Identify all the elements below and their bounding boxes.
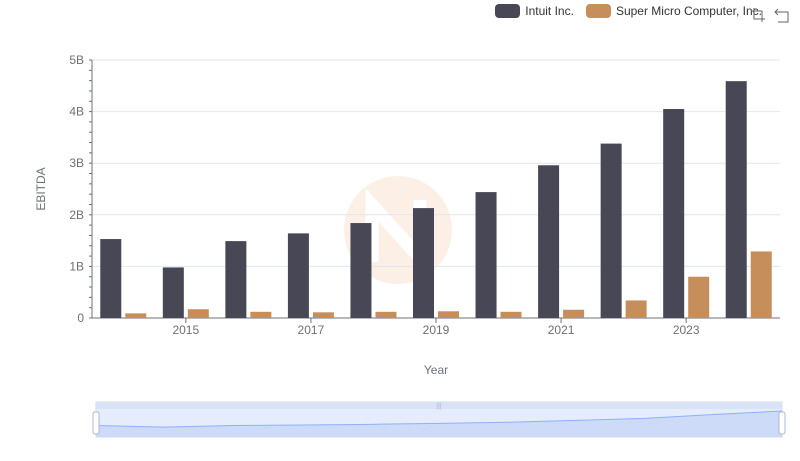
y-tick-label: 3B	[69, 156, 84, 170]
bar-intuit	[725, 81, 747, 318]
bar-supermicro	[375, 311, 397, 318]
y-tick-label: 5B	[69, 53, 84, 67]
restore-icon[interactable]	[774, 7, 790, 23]
x-axis-title: Year	[424, 363, 448, 377]
x-tick-label: 2017	[298, 323, 325, 337]
x-tick-label: 2021	[548, 323, 575, 337]
toolbox	[750, 7, 790, 23]
bar-supermicro	[312, 312, 334, 318]
legend-swatch-supermicro	[585, 4, 611, 18]
bar-supermicro	[187, 309, 209, 318]
bar-supermicro	[563, 309, 585, 318]
bar-intuit	[413, 208, 434, 318]
bar-supermicro	[125, 313, 147, 318]
x-tick-label: 2015	[172, 323, 199, 337]
y-tick-label: 1B	[69, 259, 84, 273]
y-tick-label: 4B	[69, 105, 84, 119]
legend: Intuit Inc. Super Micro Computer, Inc.	[495, 4, 762, 18]
bar-intuit	[287, 233, 309, 318]
x-tick-label: 2023	[673, 323, 700, 337]
x-tick-label: 2019	[423, 323, 450, 337]
bar-intuit	[162, 267, 184, 318]
bar-supermicro	[750, 251, 772, 318]
bar-intuit	[538, 165, 560, 318]
bar-intuit	[100, 239, 122, 318]
y-axis-title: EBITDA	[34, 167, 48, 210]
datazoom-preview-area	[96, 411, 782, 437]
datazoom-preview-line	[95, 410, 783, 428]
bar-supermicro	[625, 300, 647, 318]
legend-label-intuit: Intuit Inc.	[525, 4, 574, 18]
datazoom-move-bar	[96, 402, 782, 409]
legend-swatch-intuit	[495, 4, 521, 18]
bar-intuit	[350, 223, 372, 318]
y-tick-label: 0	[77, 311, 84, 325]
datazoom-grip: |||	[436, 403, 442, 410]
bar-supermicro	[688, 276, 710, 318]
bar-supermicro	[438, 311, 459, 318]
bar-supermicro	[500, 311, 522, 318]
y-tick-label: 2B	[69, 208, 84, 222]
datazoom-handle-left[interactable]	[92, 411, 100, 435]
legend-label-supermicro: Super Micro Computer, Inc.	[615, 4, 762, 18]
datazoom-handle-right[interactable]	[778, 411, 786, 435]
bar-intuit	[663, 109, 685, 319]
bar-supermicro	[250, 311, 272, 318]
bar-intuit	[225, 241, 247, 318]
bar-intuit	[475, 192, 497, 318]
zoom-icon[interactable]	[750, 7, 766, 23]
bar-intuit	[600, 143, 622, 318]
legend-item-intuit[interactable]: Intuit Inc.	[495, 4, 574, 18]
legend-item-supermicro[interactable]: Super Micro Computer, Inc.	[585, 4, 762, 18]
